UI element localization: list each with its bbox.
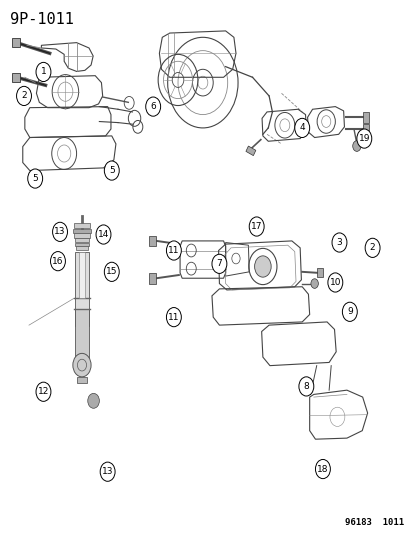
Circle shape <box>331 233 346 252</box>
Polygon shape <box>74 309 89 358</box>
Polygon shape <box>245 146 255 156</box>
Polygon shape <box>362 124 368 134</box>
Polygon shape <box>74 238 89 242</box>
Polygon shape <box>149 236 155 246</box>
Circle shape <box>327 273 342 292</box>
Text: 12: 12 <box>38 387 49 396</box>
Circle shape <box>249 217 263 236</box>
Text: 17: 17 <box>250 222 262 231</box>
Text: 16: 16 <box>52 257 64 265</box>
Text: 9: 9 <box>346 308 352 316</box>
Text: 10: 10 <box>329 278 340 287</box>
Text: 13: 13 <box>102 467 113 476</box>
Circle shape <box>73 353 91 377</box>
Text: 4: 4 <box>299 124 304 132</box>
Text: 3: 3 <box>336 238 342 247</box>
Circle shape <box>254 256 271 277</box>
Circle shape <box>100 462 115 481</box>
Text: 5: 5 <box>32 174 38 183</box>
Polygon shape <box>12 38 20 47</box>
Polygon shape <box>74 233 90 238</box>
Circle shape <box>17 86 31 106</box>
Polygon shape <box>76 246 88 250</box>
Polygon shape <box>362 112 368 123</box>
Circle shape <box>315 459 330 479</box>
Text: 15: 15 <box>106 268 117 276</box>
Circle shape <box>36 62 51 82</box>
Text: 19: 19 <box>358 134 369 143</box>
Circle shape <box>104 161 119 180</box>
Polygon shape <box>75 243 88 246</box>
Circle shape <box>352 141 360 151</box>
Polygon shape <box>77 377 87 383</box>
Text: 11: 11 <box>168 313 179 321</box>
Circle shape <box>211 254 226 273</box>
Text: 7: 7 <box>216 260 222 268</box>
Circle shape <box>342 302 356 321</box>
Circle shape <box>36 382 51 401</box>
Polygon shape <box>73 229 91 233</box>
Circle shape <box>310 279 318 288</box>
Text: 2: 2 <box>21 92 27 100</box>
Text: 2: 2 <box>369 244 375 252</box>
Text: 96183  1011: 96183 1011 <box>344 518 403 527</box>
Polygon shape <box>149 273 155 284</box>
Circle shape <box>166 241 181 260</box>
Circle shape <box>364 238 379 257</box>
Circle shape <box>104 262 119 281</box>
Text: 1: 1 <box>40 68 46 76</box>
Text: 9P-1011: 9P-1011 <box>10 12 74 27</box>
Polygon shape <box>74 252 89 326</box>
Circle shape <box>294 118 309 138</box>
Circle shape <box>50 252 65 271</box>
Polygon shape <box>12 73 20 82</box>
Polygon shape <box>78 252 85 298</box>
Circle shape <box>96 225 111 244</box>
Circle shape <box>356 129 371 148</box>
Circle shape <box>52 222 67 241</box>
Circle shape <box>298 377 313 396</box>
Circle shape <box>145 97 160 116</box>
Text: 6: 6 <box>150 102 156 111</box>
Text: 8: 8 <box>303 382 309 391</box>
Circle shape <box>88 393 99 408</box>
Text: 13: 13 <box>54 228 66 236</box>
Text: 14: 14 <box>97 230 109 239</box>
Polygon shape <box>74 223 90 228</box>
Text: 18: 18 <box>316 465 328 473</box>
Text: 5: 5 <box>109 166 114 175</box>
Circle shape <box>166 308 181 327</box>
Polygon shape <box>316 268 322 277</box>
Text: 11: 11 <box>168 246 179 255</box>
Circle shape <box>28 169 43 188</box>
